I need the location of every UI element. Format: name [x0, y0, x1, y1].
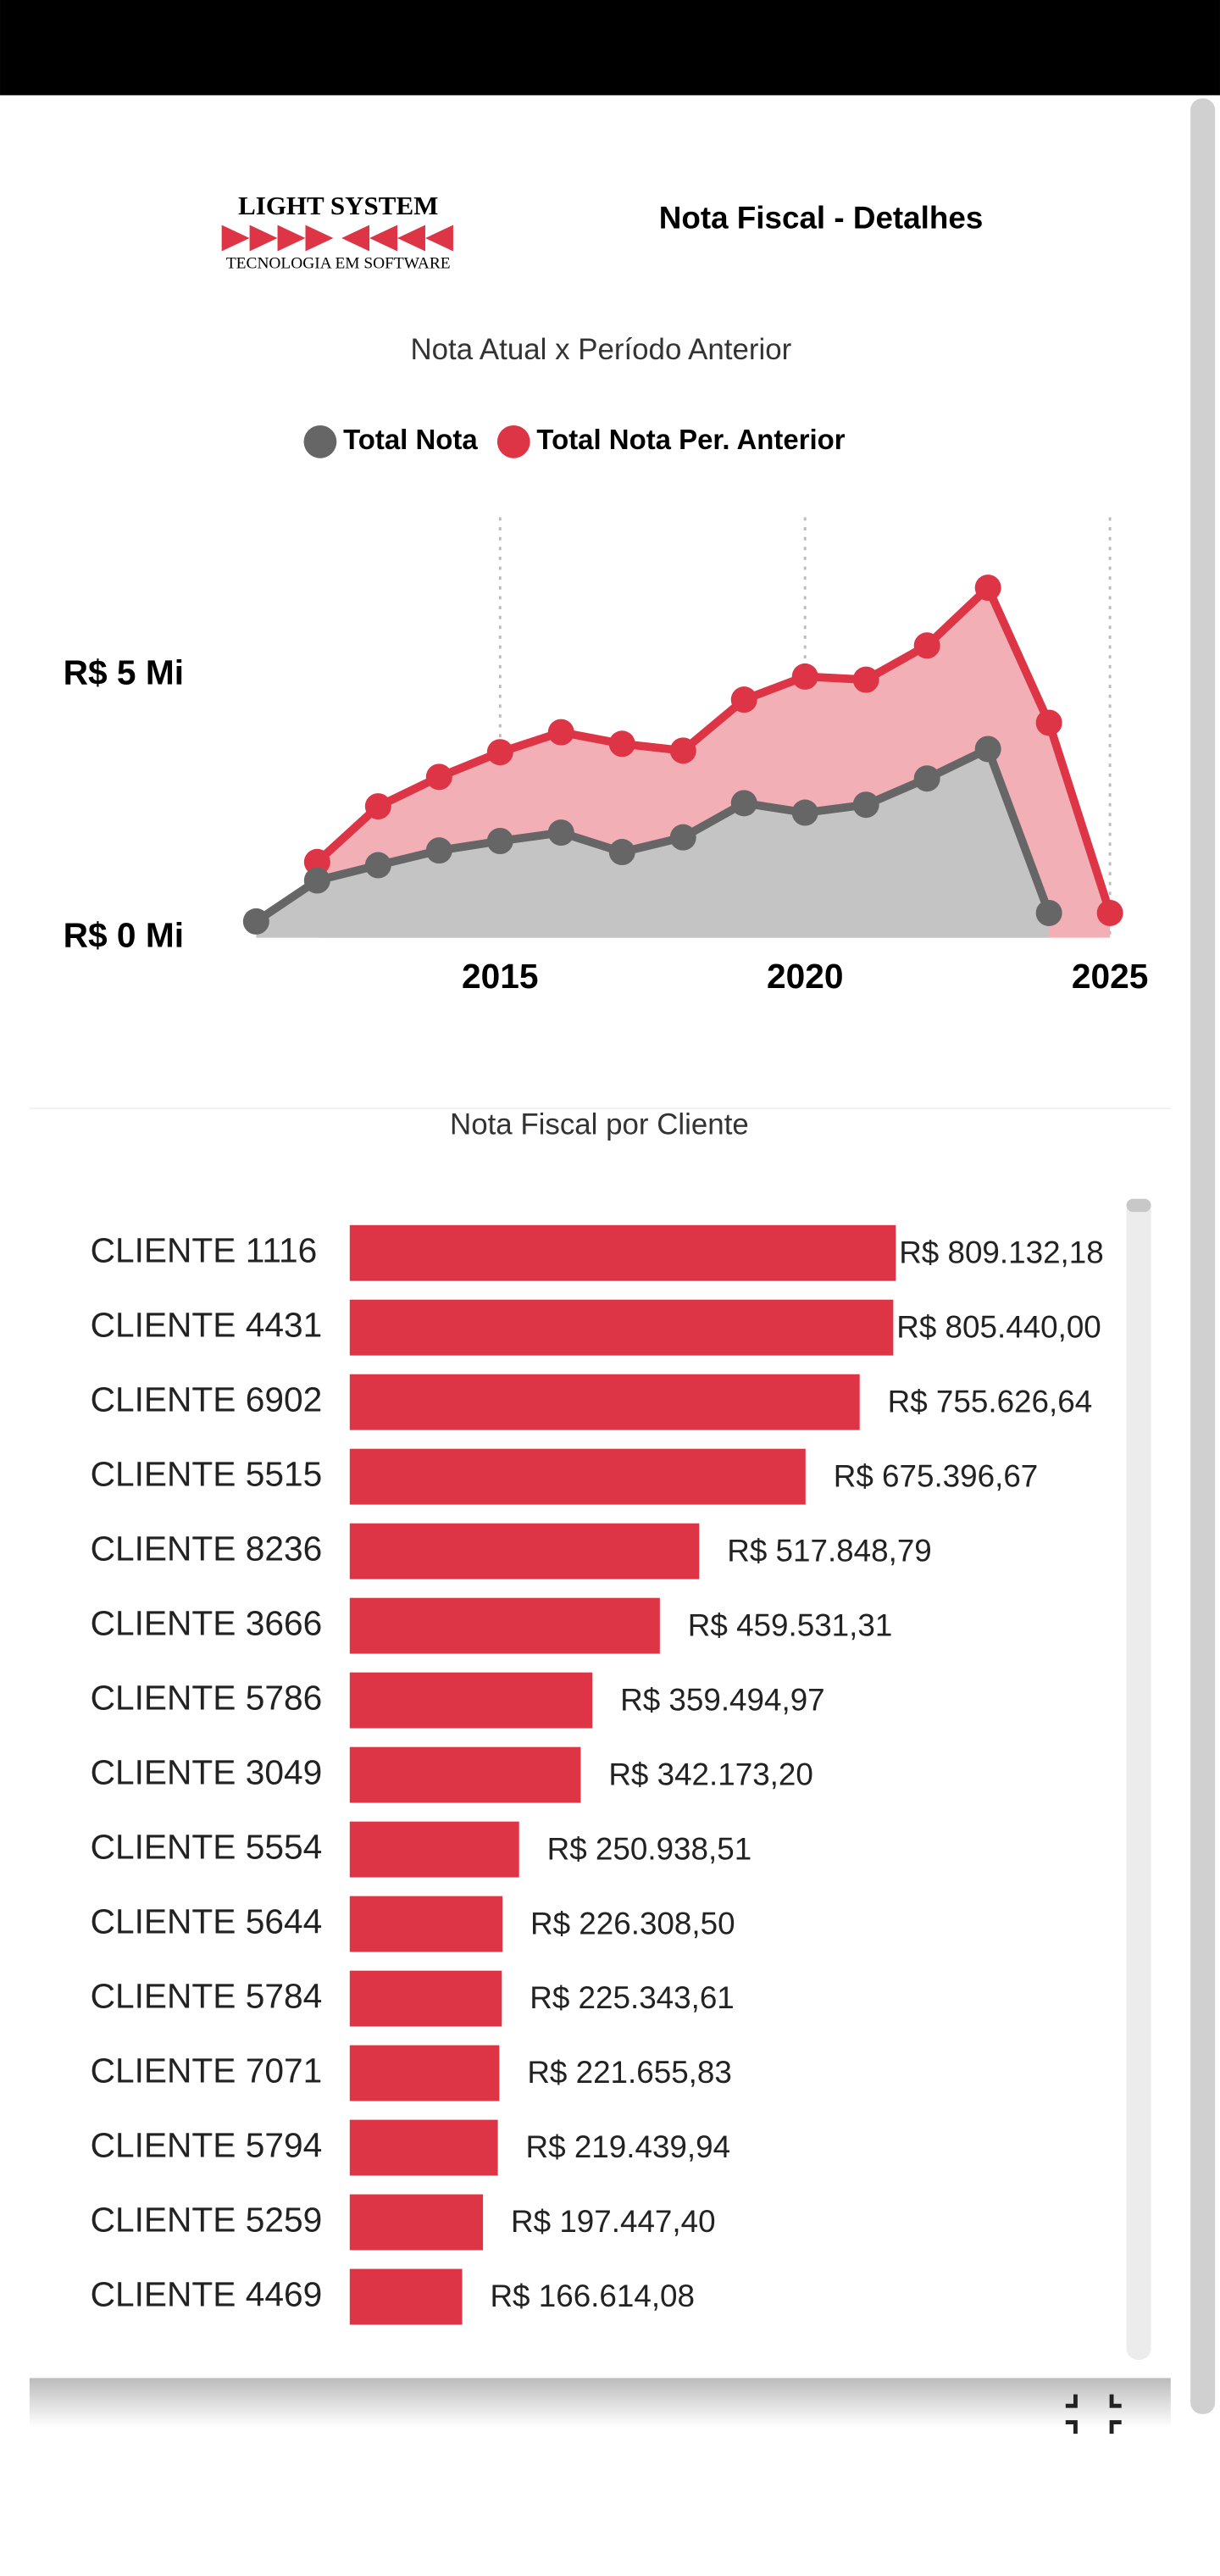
- logo: LIGHT SYSTEM TECNOLOGIA EM SOFTWARE: [221, 191, 453, 272]
- bar: [349, 1299, 894, 1356]
- value-label: R$ 517.848,79: [727, 1533, 932, 1568]
- point: [913, 765, 940, 792]
- point: [425, 837, 452, 864]
- area: [256, 748, 1050, 938]
- value-label: R$ 219.439,94: [526, 2129, 731, 2164]
- value-label: R$ 755.626,64: [888, 1384, 1093, 1418]
- logo-subtitle: TECNOLOGIA EM SOFTWARE: [226, 254, 451, 272]
- category-label: CLIENTE 6902: [91, 1380, 323, 1418]
- category-label: CLIENTE 5786: [91, 1678, 323, 1717]
- point: [486, 828, 513, 855]
- bar: [349, 1672, 593, 1729]
- point: [974, 736, 1001, 763]
- value-label: R$ 675.396,67: [834, 1458, 1039, 1493]
- logo-title: LIGHT SYSTEM: [238, 191, 438, 220]
- point: [730, 790, 757, 817]
- value-label: R$ 342.173,20: [608, 1757, 813, 1791]
- page-scrollbar[interactable]: [1190, 98, 1216, 2414]
- point: [669, 737, 696, 764]
- x-tick-label: 2025: [1072, 957, 1149, 996]
- point: [669, 824, 696, 851]
- chart-title: Nota Atual x Período Anterior: [410, 333, 791, 366]
- category-label: CLIENTE 4431: [91, 1305, 323, 1344]
- legend-label: Total Nota: [343, 424, 478, 455]
- card: [29, 1108, 1171, 2379]
- category-label: CLIENTE 5515: [91, 1454, 323, 1493]
- value-label: R$ 221.655,83: [527, 2055, 732, 2090]
- category-label: CLIENTE 4469: [91, 2274, 323, 2313]
- x-tick-label: 2015: [462, 957, 539, 996]
- value-label: R$ 250.938,51: [547, 1831, 752, 1866]
- value-label: R$ 166.614,08: [490, 2279, 695, 2313]
- category-label: CLIENTE 5644: [91, 1901, 323, 1940]
- point: [303, 867, 330, 894]
- point: [303, 848, 330, 875]
- legend-swatch: [303, 425, 337, 458]
- card-shadow: [29, 2378, 1171, 2428]
- category-label: CLIENTE 5784: [91, 1976, 323, 2015]
- category-label: CLIENTE 5259: [91, 2200, 323, 2239]
- point: [913, 632, 940, 659]
- collapse-icon[interactable]: [1065, 2394, 1122, 2434]
- point: [852, 666, 879, 693]
- chart-scrollbar[interactable]: [1126, 1198, 1151, 2360]
- point: [547, 719, 574, 746]
- logo-mark: [221, 225, 453, 252]
- bar: [349, 2194, 484, 2251]
- point: [852, 791, 879, 819]
- point: [974, 575, 1001, 602]
- value-label: R$ 805.440,00: [896, 1309, 1101, 1344]
- category-label: CLIENTE 5554: [91, 1827, 323, 1866]
- point: [486, 739, 513, 766]
- bar: [349, 2119, 498, 2176]
- category-label: CLIENTE 1116: [91, 1230, 318, 1269]
- x-tick-label: 2020: [767, 957, 844, 996]
- status-bar: [0, 0, 1220, 96]
- bar: [349, 1224, 896, 1281]
- category-label: CLIENTE 7071: [91, 2051, 323, 2090]
- value-label: R$ 226.308,50: [530, 1906, 735, 1940]
- point: [242, 908, 269, 935]
- value-label: R$ 359.494,97: [620, 1682, 825, 1717]
- point: [364, 852, 391, 879]
- point: [791, 663, 818, 690]
- bar: [349, 1597, 660, 1654]
- bar: [349, 1523, 700, 1579]
- bar: [349, 1896, 503, 1952]
- point: [608, 839, 635, 866]
- category-label: CLIENTE 3666: [91, 1603, 323, 1642]
- point: [608, 730, 635, 758]
- point: [547, 819, 574, 847]
- page-title: Nota Fiscal - Detalhes: [659, 200, 984, 235]
- bar: [349, 1970, 502, 2027]
- point: [425, 763, 452, 791]
- category-label: CLIENTE 5794: [91, 2125, 323, 2164]
- bar: [349, 1821, 519, 1878]
- chart-scroll-thumb[interactable]: [1126, 1198, 1151, 1213]
- bar: [349, 1374, 860, 1430]
- value-label: R$ 459.531,31: [688, 1607, 893, 1642]
- y-tick-label: R$ 5 Mi: [64, 652, 184, 691]
- bar: [349, 1448, 806, 1505]
- legend-swatch: [496, 425, 530, 458]
- chart-title: Nota Fiscal por Cliente: [450, 1108, 749, 1141]
- legend-label: Total Nota Per. Anterior: [536, 424, 845, 455]
- point: [364, 793, 391, 820]
- point: [1035, 709, 1062, 736]
- bar: [349, 1746, 581, 1803]
- point: [730, 686, 757, 713]
- y-tick-label: R$ 0 Mi: [64, 915, 184, 954]
- value-label: R$ 225.343,61: [530, 1980, 735, 2015]
- point: [1096, 899, 1123, 926]
- category-label: CLIENTE 3049: [91, 1752, 323, 1791]
- category-label: CLIENTE 8236: [91, 1529, 323, 1568]
- bar: [349, 2268, 463, 2325]
- value-label: R$ 197.447,40: [511, 2204, 716, 2239]
- value-label: R$ 809.132,18: [899, 1235, 1104, 1269]
- bar: [349, 2045, 500, 2101]
- point: [1035, 899, 1062, 926]
- point: [791, 799, 818, 826]
